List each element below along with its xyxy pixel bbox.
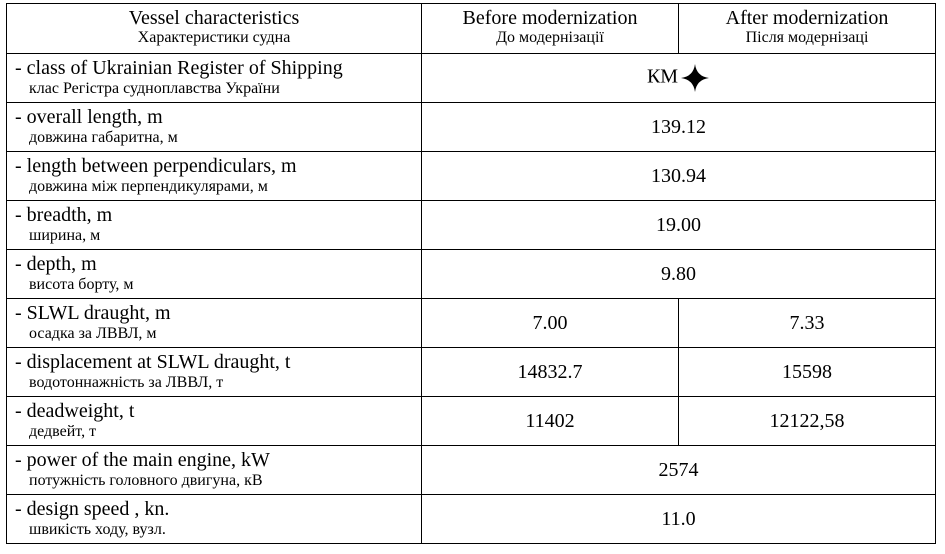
vessel-characteristics-table: Vessel characteristics Характеристики су… <box>6 3 936 544</box>
vessel-characteristics-document: Vessel characteristics Характеристики су… <box>6 3 936 544</box>
four-pointed-star-icon <box>681 64 710 92</box>
table-row-displacement: - displacement at SLWL draught, t водото… <box>6 347 936 397</box>
row-value-before: 7.00 <box>421 298 679 348</box>
row-value-before: 14832.7 <box>421 347 679 397</box>
row-label: - design speed , kn. швикість ходу, вузл… <box>6 494 422 544</box>
table-row-depth: - depth, m висота борту, м 9.80 <box>6 249 936 299</box>
row-value-after: 7.33 <box>678 298 936 348</box>
row-label-en: - design speed , kn. <box>15 498 170 520</box>
row-label: - breadth, m ширина, м <box>6 200 422 250</box>
table-row-breadth: - breadth, m ширина, м 19.00 <box>6 200 936 250</box>
row-label: - length between perpendiculars, m довжи… <box>6 151 422 201</box>
row-label: - class of Ukrainian Register of Shippin… <box>6 53 422 103</box>
row-label-ua: потужність головного двигуна, кВ <box>29 472 263 489</box>
row-label-en: - length between perpendiculars, m <box>15 155 297 177</box>
row-label: - deadweight, t дедвейт, т <box>6 396 422 446</box>
row-value-after: 15598 <box>678 347 936 397</box>
row-label-ua: ширина, м <box>29 227 101 244</box>
table-row-design-speed: - design speed , kn. швикість ходу, вузл… <box>6 494 936 544</box>
row-label-en: - breadth, m <box>15 204 113 226</box>
header-characteristics-ua: Характеристики судна <box>137 29 291 46</box>
row-label-ua: дедвейт, т <box>29 423 97 440</box>
row-label-en: - power of the main engine, kW <box>15 449 270 471</box>
row-label: - SLWL draught, m осадка за ЛВВЛ, м <box>6 298 422 348</box>
header-before-ua: До модернізації <box>496 29 604 46</box>
row-label-en: - depth, m <box>15 253 97 275</box>
row-value: 139.12 <box>421 102 936 152</box>
row-label-en: - SLWL draught, m <box>15 302 171 324</box>
row-value: 9.80 <box>421 249 936 299</box>
row-label-ua: клас Регістра судноплавства України <box>29 80 280 97</box>
row-value: 11.0 <box>421 494 936 544</box>
row-value-before: 11402 <box>421 396 679 446</box>
row-value: 130.94 <box>421 151 936 201</box>
row-label: - depth, m висота борту, м <box>6 249 422 299</box>
row-value: КМ <box>421 53 936 103</box>
row-label: - overall length, m довжина габаритна, м <box>6 102 422 152</box>
header-after-en: After modernization <box>725 7 889 29</box>
row-value: 19.00 <box>421 200 936 250</box>
table-header-row: Vessel characteristics Характеристики су… <box>6 3 936 54</box>
row-label-en: - deadweight, t <box>15 400 135 422</box>
row-label: - power of the main engine, kW потужніст… <box>6 445 422 495</box>
row-label-en: - displacement at SLWL draught, t <box>15 351 291 373</box>
row-label-ua: довжина габаритна, м <box>29 129 178 146</box>
table-row-overall-length: - overall length, m довжина габаритна, м… <box>6 102 936 152</box>
table-row-deadweight: - deadweight, t дедвейт, т 11402 12122,5… <box>6 396 936 446</box>
row-label-ua: довжина між перпендикулярами, м <box>29 178 268 195</box>
row-label-ua: осадка за ЛВВЛ, м <box>29 325 157 342</box>
table-row-register-class: - class of Ukrainian Register of Shippin… <box>6 53 936 103</box>
row-label-ua: швикість ходу, вузл. <box>29 521 166 538</box>
row-label-ua: висота борту, м <box>29 276 134 293</box>
header-characteristics: Vessel characteristics Характеристики су… <box>6 3 422 54</box>
header-before: Before modernization До модернізації <box>421 3 679 54</box>
row-label-en: - class of Ukrainian Register of Shippin… <box>15 57 343 79</box>
register-class-value: КМ <box>646 65 679 88</box>
header-after: After modernization Після модернізаці <box>678 3 936 54</box>
table-row-draught: - SLWL draught, m осадка за ЛВВЛ, м 7.00… <box>6 298 936 348</box>
row-label: - displacement at SLWL draught, t водото… <box>6 347 422 397</box>
table-row-length-perpendiculars: - length between perpendiculars, m довжи… <box>6 151 936 201</box>
header-characteristics-en: Vessel characteristics <box>128 7 300 29</box>
row-value-after: 12122,58 <box>678 396 936 446</box>
row-value: 2574 <box>421 445 936 495</box>
row-label-ua: водотоннажність за ЛВВЛ, т <box>29 374 224 391</box>
row-label-en: - overall length, m <box>15 106 163 128</box>
header-after-ua: Після модернізаці <box>745 29 869 46</box>
table-row-engine-power: - power of the main engine, kW потужніст… <box>6 445 936 495</box>
header-before-en: Before modernization <box>462 7 638 29</box>
